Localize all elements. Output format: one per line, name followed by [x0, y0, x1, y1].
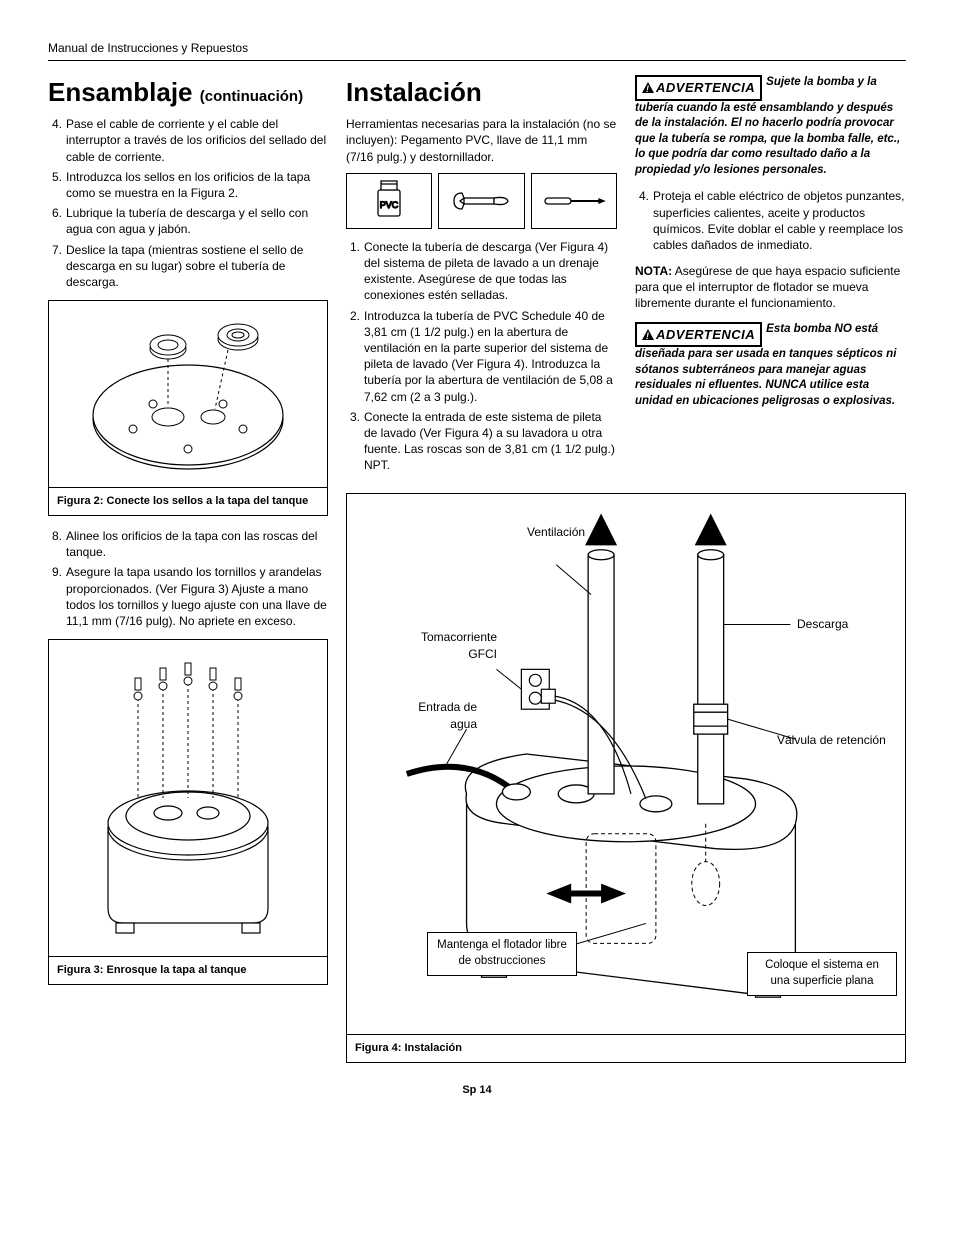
fig2-svg — [73, 309, 303, 479]
ensamblaje-title: Ensamblaje (continuación) — [48, 75, 328, 110]
step-text: Introduzca los sellos en los orificios d… — [66, 169, 328, 201]
fig4-label-valvula: Válvula de retención — [777, 732, 886, 748]
step-num: 9. — [48, 564, 62, 629]
tool-wrench-icon — [438, 173, 524, 229]
svg-text:PVC: PVC — [380, 200, 399, 210]
col3-steps: 4.Proteja el cable eléctrico de objetos … — [635, 188, 906, 253]
step-num: 7. — [48, 242, 62, 291]
step-num: 8. — [48, 528, 62, 560]
list-item: 4.Proteja el cable eléctrico de objetos … — [635, 188, 906, 253]
list-item: 7.Deslice la tapa (mientras sostiene el … — [48, 242, 328, 291]
step-text: Deslice la tapa (mientras sostiene el se… — [66, 242, 328, 291]
step-text: Asegure la tapa usando los tornillos y a… — [66, 564, 328, 629]
nota-text: Asegúrese de que haya espacio suficiente… — [635, 264, 900, 310]
list-item: 9.Asegure la tapa usando los tornillos y… — [48, 564, 328, 629]
figure-2-caption: Figura 2: Conecte los sellos a la tapa d… — [49, 487, 327, 515]
step-text: Introduzca la tubería de PVC Schedule 40… — [364, 308, 617, 405]
page-number: Sp 14 — [48, 1083, 906, 1098]
fig4-label-superficie: Coloque el sistema en una superficie pla… — [747, 952, 897, 995]
main-columns: Ensamblaje (continuación) 4.Pase el cabl… — [48, 75, 906, 1063]
columns-2-3: Instalación Herramientas necesarias para… — [346, 75, 906, 1063]
nota-block: NOTA: Asegúrese de que haya espacio sufi… — [635, 263, 906, 312]
fig3-svg — [68, 648, 308, 948]
warning-1: ADVERTENCIASujete la bomba y la tubería … — [635, 75, 906, 178]
step-num: 5. — [48, 169, 62, 201]
figure-4-caption: Figura 4: Instalación — [347, 1034, 905, 1062]
step-num: 2. — [346, 308, 360, 405]
ensamblaje-cont: (continuación) — [200, 88, 303, 105]
column-1: Ensamblaje (continuación) 4.Pase el cabl… — [48, 75, 328, 1063]
col23-top: Instalación Herramientas necesarias para… — [346, 75, 906, 483]
nota-label: NOTA: — [635, 264, 672, 278]
fig4-label-descarga: Descarga — [797, 616, 848, 632]
warning-triangle-icon — [642, 82, 654, 93]
step-text: Conecte la entrada de este sistema de pi… — [364, 409, 617, 474]
list-item: 4.Pase el cable de corriente y el cable … — [48, 116, 328, 165]
list-item: 1.Conecte la tubería de descarga (Ver Fi… — [346, 239, 617, 304]
step-num: 1. — [346, 239, 360, 304]
fig4-label-ventilacion: Ventilación — [527, 524, 585, 540]
fig4-label-entrada: Entrada de agua — [417, 699, 477, 731]
advertencia-text: ADVERTENCIA — [656, 80, 755, 95]
column-3: ADVERTENCIASujete la bomba y la tubería … — [635, 75, 906, 483]
instalacion-steps: 1.Conecte la tubería de descarga (Ver Fi… — [346, 239, 617, 474]
figure-4: Ventilación Tomacorriente GFCI Entrada d… — [346, 493, 906, 1063]
step-text: Proteja el cable eléctrico de objetos pu… — [653, 188, 906, 253]
list-item: 6.Lubrique la tubería de descarga y el s… — [48, 205, 328, 237]
step-num: 6. — [48, 205, 62, 237]
warning-triangle-icon — [642, 329, 654, 340]
advertencia-label-2: ADVERTENCIA — [635, 322, 762, 348]
step-num: 4. — [635, 188, 649, 253]
tools-row: PVC — [346, 173, 617, 229]
step-text: Conecte la tubería de descarga (Ver Figu… — [364, 239, 617, 304]
instalacion-intro: Herramientas necesarias para la instalac… — [346, 116, 617, 165]
ensamblaje-steps-a: 4.Pase el cable de corriente y el cable … — [48, 116, 328, 290]
list-item: 2.Introduzca la tubería de PVC Schedule … — [346, 308, 617, 405]
fig4-label-flotador: Mantenga el flotador libre de obstruccio… — [427, 932, 577, 975]
list-item: 8.Alinee los orificios de la tapa con la… — [48, 528, 328, 560]
instalacion-title: Instalación — [346, 75, 617, 110]
list-item: 5.Introduzca los sellos en los orificios… — [48, 169, 328, 201]
figure-2-image — [49, 301, 327, 487]
fig4-label-tomacorriente: Tomacorriente GFCI — [402, 629, 497, 661]
figure-3-caption: Figura 3: Enrosque la tapa al tanque — [49, 956, 327, 984]
ensamblaje-title-text: Ensamblaje — [48, 77, 193, 107]
ensamblaje-steps-b: 8.Alinee los orificios de la tapa con la… — [48, 528, 328, 629]
step-text: Alinee los orificios de la tapa con las … — [66, 528, 328, 560]
instalacion-title-text: Instalación — [346, 77, 482, 107]
tool-screwdriver-icon — [531, 173, 617, 229]
step-num: 4. — [48, 116, 62, 165]
warning-2: ADVERTENCIAEsta bomba NO está diseñada p… — [635, 322, 906, 410]
step-num: 3. — [346, 409, 360, 474]
figure-4-image: Ventilación Tomacorriente GFCI Entrada d… — [347, 494, 905, 1034]
tool-pvc-icon: PVC — [346, 173, 432, 229]
advertencia-label-1: ADVERTENCIA — [635, 75, 762, 101]
figure-2: Figura 2: Conecte los sellos a la tapa d… — [48, 300, 328, 516]
step-text: Pase el cable de corriente y el cable de… — [66, 116, 328, 165]
advertencia-text: ADVERTENCIA — [656, 327, 755, 342]
list-item: 3.Conecte la entrada de este sistema de … — [346, 409, 617, 474]
page-header: Manual de Instrucciones y Repuestos — [48, 40, 906, 61]
figure-3: Figura 3: Enrosque la tapa al tanque — [48, 639, 328, 985]
column-2: Instalación Herramientas necesarias para… — [346, 75, 617, 483]
figure-3-image — [49, 640, 327, 956]
step-text: Lubrique la tubería de descarga y el sel… — [66, 205, 328, 237]
